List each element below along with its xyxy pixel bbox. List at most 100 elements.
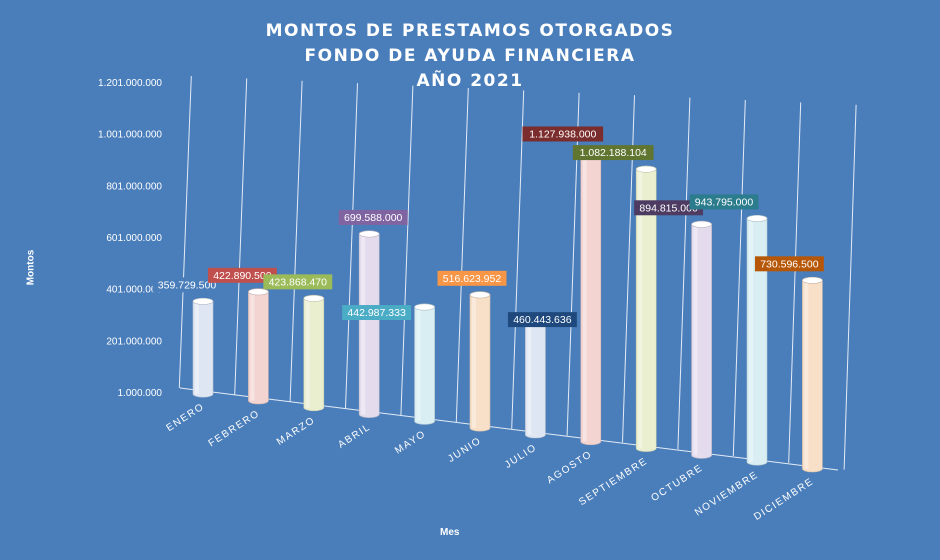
bar-body [414, 306, 435, 425]
data-label: 422.890.500 [207, 267, 277, 283]
data-label: 1.127.938.000 [522, 126, 604, 142]
y-tick-label: 601.000.000 [106, 233, 162, 244]
x-tick-label: OCTUBRE [649, 462, 705, 504]
data-label-text: 442.987.333 [347, 307, 406, 319]
data-label: 699.588.000 [338, 209, 408, 225]
data-label: 894.815.000 [634, 200, 704, 216]
bar-body [802, 280, 823, 473]
gridline-vertical [345, 83, 358, 409]
data-label-box [754, 256, 824, 272]
bar-top [469, 291, 491, 299]
data-label: 359.729.500 [152, 277, 222, 293]
gridline-vertical [677, 97, 691, 450]
x-tick-label: JULIO [503, 442, 539, 471]
data-label: 943.795.000 [689, 194, 759, 210]
data-label-box [207, 267, 277, 283]
bar-body [358, 233, 380, 418]
data-label-text: 894.815.000 [639, 202, 698, 214]
bar [635, 165, 657, 452]
bar [746, 214, 768, 466]
x-tick-label: MAYO [393, 428, 428, 456]
bar-body [691, 223, 712, 459]
x-tick-label: DICIEMBRE [752, 476, 816, 523]
gridline-vertical [732, 99, 746, 457]
floor-line [179, 387, 839, 471]
bar-highlight [195, 301, 199, 394]
bar-highlight [749, 218, 753, 462]
gridline-vertical [511, 90, 525, 429]
x-tick-label: SEPTIEMBRE [577, 456, 650, 509]
x-tick-label: ENERO [165, 401, 207, 434]
y-tick-label: 1.000.000 [118, 388, 163, 399]
data-label: 460.443.636 [507, 312, 577, 328]
data-label-box [689, 194, 759, 210]
data-label-box [437, 270, 507, 286]
y-tick-label: 401.000.000 [106, 285, 162, 296]
data-label-text: 699.588.000 [344, 212, 403, 224]
data-label-box [263, 274, 333, 290]
bar-body [248, 291, 269, 405]
gridline-vertical [234, 78, 248, 395]
data-label: 442.987.333 [342, 305, 412, 321]
x-tick-label: FEBRERO [207, 408, 262, 449]
bar-top [414, 303, 435, 311]
x-tick-label: ABRIL [336, 422, 373, 451]
data-label-text: 943.795.000 [695, 196, 754, 208]
y-tick-label: 801.000.000 [106, 181, 162, 192]
data-label-box [522, 126, 604, 142]
x-tick-label: MARZO [275, 415, 318, 448]
bar-body [746, 218, 768, 466]
data-label-box [342, 305, 412, 321]
bar-highlight [472, 294, 476, 428]
gridline-vertical [566, 92, 580, 436]
data-label-text: 1.082.188.104 [580, 147, 647, 159]
data-label: 423.868.470 [263, 274, 333, 290]
bar-highlight [361, 233, 366, 415]
bar-body [192, 301, 214, 398]
bar-body [635, 168, 657, 452]
bar-highlight [305, 298, 310, 408]
bar [303, 294, 325, 412]
bar-top [746, 214, 768, 222]
gridline-vertical [289, 80, 303, 402]
y-tick-label: 201.000.000 [106, 336, 162, 347]
bar-top [802, 276, 823, 284]
x-axis-title: Mes [440, 527, 460, 538]
bar-body [303, 298, 325, 412]
chart-title-line-3: AÑO 2021 [416, 71, 524, 91]
gridline-vertical [843, 104, 857, 470]
bar-highlight [416, 307, 421, 422]
bar [691, 220, 712, 459]
bar-top [635, 165, 657, 173]
data-label-text: 1.127.938.000 [529, 128, 596, 140]
bar [525, 312, 546, 439]
bar-top [248, 288, 269, 296]
bar-highlight [582, 150, 587, 442]
data-label-text: 516.623.952 [443, 273, 502, 285]
gridline-vertical [178, 75, 192, 389]
data-label: 730.596.500 [754, 256, 824, 272]
gridline-vertical [788, 102, 802, 463]
bar [469, 291, 491, 432]
bar [192, 297, 214, 398]
data-label: 1.082.188.104 [572, 145, 654, 161]
data-label-text: 730.596.500 [760, 258, 819, 270]
bar-body [580, 150, 602, 446]
bar-top [192, 297, 214, 305]
y-tick-label: 1.001.000.000 [98, 130, 162, 141]
chart-title-line-1: MONTOS DE PRESTAMOS OTORGADOS [265, 21, 675, 41]
bar-highlight [693, 224, 698, 456]
bar-body [469, 294, 491, 432]
data-label: 516.623.952 [437, 270, 507, 286]
bar-highlight [638, 169, 643, 449]
data-label-text: 460.443.636 [513, 314, 572, 326]
bar-highlight [250, 291, 255, 401]
chart-title-line-2: FONDO DE AYUDA FINANCIERA [304, 46, 636, 66]
bar-highlight [804, 280, 809, 469]
bar [248, 288, 269, 405]
bar-highlight [527, 316, 532, 435]
data-label-text: 359.729.500 [158, 279, 217, 291]
bar [802, 276, 823, 473]
